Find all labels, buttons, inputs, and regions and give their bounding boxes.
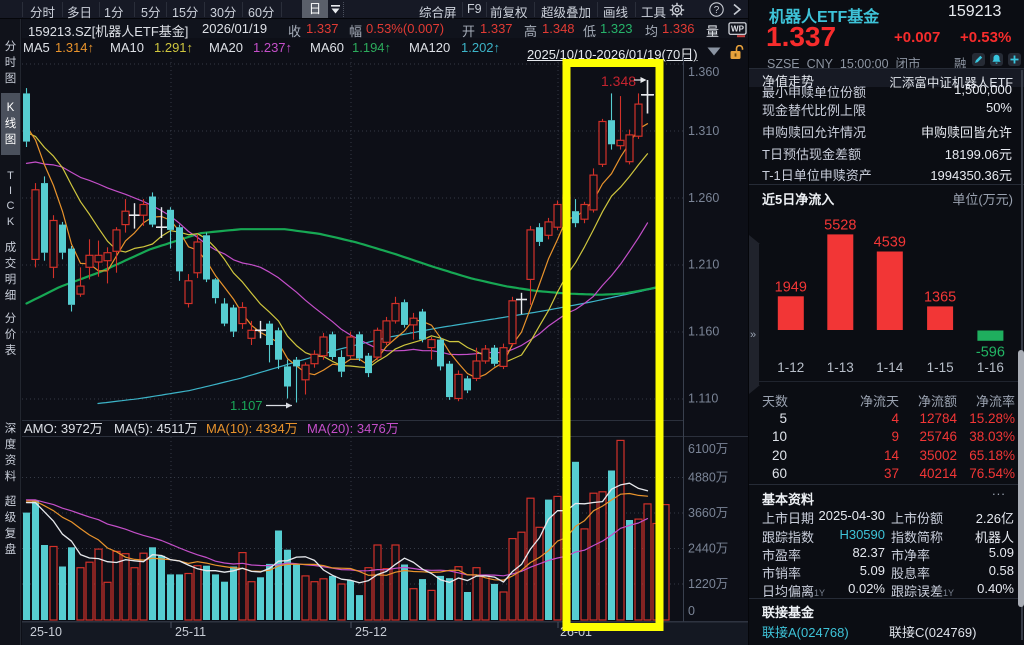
svg-text:1.360: 1.360 bbox=[688, 65, 719, 79]
svg-text:4880万: 4880万 bbox=[688, 471, 728, 485]
svg-text:2440万: 2440万 bbox=[688, 542, 728, 556]
svg-text:MA(20): 3476万: MA(20): 3476万 bbox=[307, 421, 399, 436]
svg-text:1-16: 1-16 bbox=[977, 360, 1004, 375]
svg-text:MA(10): 4334万: MA(10): 4334万 bbox=[206, 421, 298, 436]
svg-text:1-15: 1-15 bbox=[927, 360, 954, 375]
svg-text:MA(5): 4511万: MA(5): 4511万 bbox=[114, 421, 198, 436]
svg-text:1.260: 1.260 bbox=[688, 191, 719, 205]
svg-text:6100万: 6100万 bbox=[688, 442, 728, 456]
svg-text:1.348: 1.348 bbox=[601, 73, 636, 89]
svg-text:1365: 1365 bbox=[924, 289, 956, 305]
svg-text:1949: 1949 bbox=[775, 279, 807, 295]
svg-text:25-12: 25-12 bbox=[355, 625, 387, 639]
svg-text:1.107: 1.107 bbox=[230, 398, 263, 413]
svg-text:3660万: 3660万 bbox=[688, 506, 728, 520]
svg-text:1-14: 1-14 bbox=[876, 360, 904, 375]
svg-text:1.110: 1.110 bbox=[688, 392, 718, 406]
svg-text:5528: 5528 bbox=[824, 217, 856, 233]
svg-text:-596: -596 bbox=[976, 344, 1005, 360]
svg-text:1.160: 1.160 bbox=[688, 325, 719, 339]
svg-text:1-13: 1-13 bbox=[827, 360, 854, 375]
svg-text:25-10: 25-10 bbox=[30, 625, 62, 639]
svg-text:4539: 4539 bbox=[874, 235, 906, 251]
svg-text:1-12: 1-12 bbox=[777, 360, 804, 375]
svg-text:AMO: 3972万: AMO: 3972万 bbox=[24, 421, 103, 436]
svg-text:1.210: 1.210 bbox=[688, 258, 719, 272]
svg-text:25-11: 25-11 bbox=[175, 625, 206, 639]
svg-text:1220万: 1220万 bbox=[688, 577, 728, 591]
svg-text:WP: WP bbox=[731, 25, 745, 34]
svg-text:1.310: 1.310 bbox=[688, 124, 719, 138]
svg-text:0: 0 bbox=[688, 604, 695, 618]
svg-text:?: ? bbox=[714, 5, 720, 16]
